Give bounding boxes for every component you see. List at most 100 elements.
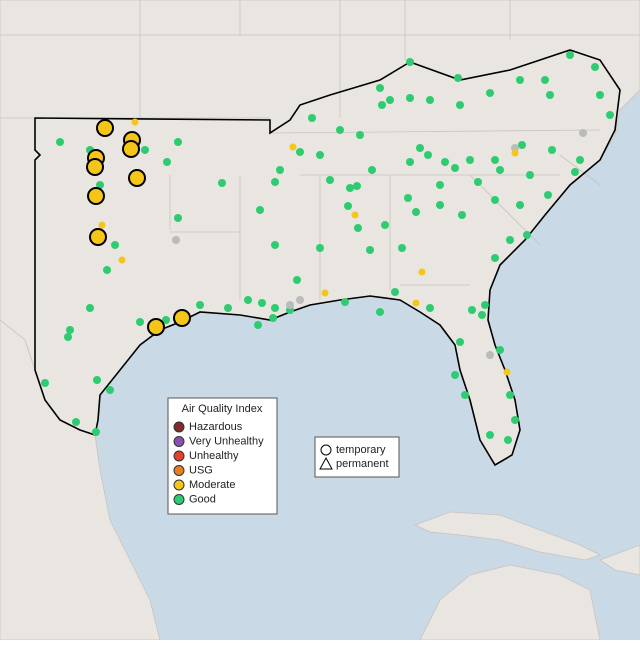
monitor-good: [293, 276, 301, 284]
legend-swatch: [173, 436, 185, 447]
monitor-good: [486, 431, 494, 439]
monitor-moderate-temporary: [147, 318, 165, 336]
legend-swatch: [173, 479, 185, 491]
monitor-moderate: [511, 149, 519, 157]
monitor-good: [174, 214, 182, 222]
monitor-good: [406, 94, 414, 102]
monitor-good: [491, 156, 499, 164]
monitor-good: [404, 194, 412, 202]
monitor-good: [376, 308, 384, 316]
monitor-good: [366, 246, 374, 254]
monitor-moderate-temporary: [173, 309, 191, 327]
monitor-good: [451, 371, 459, 379]
legend-label: Moderate: [189, 479, 235, 491]
monitor-good: [368, 166, 376, 174]
legend-label: Hazardous: [189, 421, 243, 433]
monitor-good: [356, 131, 364, 139]
monitor-moderate: [412, 299, 420, 307]
shape-legend-label: temporary: [336, 444, 386, 456]
monitor-good: [606, 111, 614, 119]
monitor-good: [218, 179, 226, 187]
monitor-good: [92, 428, 100, 436]
monitor-good: [416, 144, 424, 152]
monitor-moderate: [321, 289, 329, 297]
monitor-good: [436, 181, 444, 189]
monitor-good: [163, 158, 171, 166]
legend-swatch: [173, 450, 185, 462]
monitor-good: [544, 191, 552, 199]
monitor-good: [162, 316, 170, 324]
monitor-good: [398, 244, 406, 252]
monitor-good: [86, 304, 94, 312]
monitor-good: [341, 298, 349, 306]
monitor-good: [96, 181, 104, 189]
monitor-moderate: [351, 211, 359, 219]
monitor-nodata: [286, 301, 294, 309]
monitor-moderate-temporary: [86, 158, 104, 176]
monitor-good: [254, 321, 262, 329]
monitor-nodata: [579, 129, 587, 137]
monitor-good: [271, 241, 279, 249]
monitor-good: [468, 306, 476, 314]
monitor-good: [506, 391, 514, 399]
legend-swatch: [173, 465, 185, 476]
monitor-good: [258, 299, 266, 307]
monitor-good: [269, 314, 277, 322]
legend-box: [167, 397, 278, 515]
monitor-good: [336, 126, 344, 134]
monitor-good: [566, 51, 574, 59]
monitor-good: [406, 158, 414, 166]
monitor-good: [346, 184, 354, 192]
monitor-good: [72, 418, 80, 426]
monitor-good: [326, 176, 334, 184]
monitor-good: [103, 266, 111, 274]
monitor-nodata: [296, 296, 304, 304]
monitor-good: [523, 231, 531, 239]
aqi-legend: Air Quality Index Hazardous Very Unhealth…: [167, 397, 278, 515]
monitor-good: [354, 224, 362, 232]
monitor-moderate-temporary: [87, 187, 105, 205]
monitor-good: [506, 236, 514, 244]
monitor-good: [426, 304, 434, 312]
monitor-moderate: [118, 256, 126, 264]
monitor-good: [516, 76, 524, 84]
monitor-good: [466, 156, 474, 164]
legend-label: USG: [189, 464, 213, 476]
monitor-good: [56, 138, 64, 146]
monitor-good: [64, 333, 72, 341]
monitor-good: [426, 96, 434, 104]
triangle-symbol: [319, 456, 333, 470]
shape-legend-label: permanent: [336, 458, 389, 470]
monitor-good: [504, 436, 512, 444]
monitor-good: [136, 318, 144, 326]
monitor-good: [548, 146, 556, 154]
monitor-good: [344, 202, 352, 210]
legend-label: Unhealthy: [189, 450, 239, 462]
monitor-good: [478, 311, 486, 319]
monitor-good: [541, 76, 549, 84]
monitor-good: [386, 96, 394, 104]
monitor-good: [481, 301, 489, 309]
monitor-moderate-temporary: [122, 140, 140, 158]
monitor-good: [196, 301, 204, 309]
circle-symbol: [320, 444, 332, 456]
monitor-good: [576, 156, 584, 164]
monitor-good: [316, 151, 324, 159]
monitor-good: [353, 182, 361, 190]
monitor-good: [111, 241, 119, 249]
monitor-good: [491, 196, 499, 204]
monitor-good: [378, 101, 386, 109]
monitor-good: [376, 84, 384, 92]
monitor-moderate: [418, 268, 426, 276]
monitor-nodata: [172, 236, 180, 244]
monitor-moderate: [289, 143, 297, 151]
monitor-moderate-temporary: [89, 228, 107, 246]
legend-label: Good: [189, 493, 216, 505]
monitor-good: [496, 166, 504, 174]
monitor-good: [391, 288, 399, 296]
monitor-good: [461, 391, 469, 399]
monitor-nodata: [511, 144, 519, 152]
legend-title: Air Quality Index: [182, 403, 263, 415]
monitor-good: [41, 379, 49, 387]
